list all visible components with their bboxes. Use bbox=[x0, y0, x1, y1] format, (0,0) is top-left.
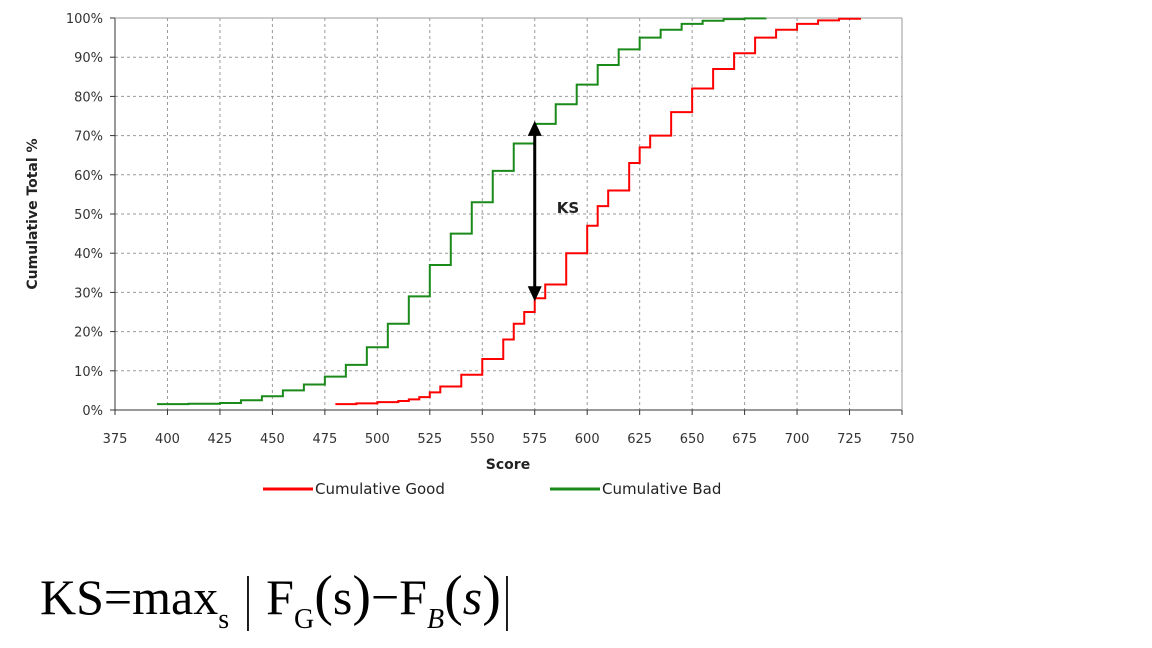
y-tick-label: 100% bbox=[66, 12, 103, 27]
grid-lines bbox=[115, 17, 902, 410]
x-tick-label: 575 bbox=[522, 432, 547, 447]
formula-equals: = bbox=[103, 569, 133, 625]
y-tick-label: 0% bbox=[82, 404, 103, 419]
formula-rparen-1: ) bbox=[352, 565, 371, 627]
x-tick-label: 625 bbox=[627, 432, 652, 447]
formula-fg: F bbox=[266, 569, 294, 625]
formula-lparen-1: ( bbox=[314, 565, 333, 627]
formula-arg-1: s bbox=[332, 569, 353, 625]
y-tick-label: 10% bbox=[74, 365, 103, 380]
y-axis-ticks: 0% 10% 20% 30% 40% 50% 60% 70% 80% 90% 100% bbox=[66, 12, 115, 419]
ks-annotation: KS bbox=[527, 120, 579, 302]
x-tick-label: 550 bbox=[470, 432, 495, 447]
x-tick-label: 600 bbox=[575, 432, 600, 447]
x-tick-label: 475 bbox=[312, 432, 337, 447]
series-line-bad bbox=[156, 17, 767, 406]
legend-label-bad: Cumulative Bad bbox=[602, 480, 721, 498]
x-tick-label: 650 bbox=[680, 432, 705, 447]
x-tick-label: 675 bbox=[732, 432, 757, 447]
legend-label-good: Cumulative Good bbox=[315, 480, 445, 498]
formula-fb: F bbox=[399, 569, 427, 625]
formula-fg-subscript: G bbox=[293, 604, 315, 635]
formula-minus: − bbox=[370, 569, 400, 625]
x-tick-label: 425 bbox=[208, 432, 233, 447]
formula-abs-left: | bbox=[244, 565, 252, 631]
formula-rparen-2: ) bbox=[482, 565, 501, 627]
ks-label: KS bbox=[557, 199, 579, 217]
x-tick-label: 400 bbox=[155, 432, 180, 447]
x-axis-label: Score bbox=[486, 457, 530, 473]
y-tick-label: 40% bbox=[74, 247, 103, 262]
y-tick-label: 80% bbox=[74, 90, 103, 105]
ks-arrow-head-down bbox=[527, 286, 542, 302]
series-line-good bbox=[335, 17, 862, 406]
series-lines bbox=[156, 17, 862, 406]
y-tick-label: 20% bbox=[74, 326, 103, 341]
x-tick-label: 525 bbox=[417, 432, 442, 447]
legend: Cumulative Good Cumulative Bad bbox=[263, 480, 721, 498]
y-tick-label: 70% bbox=[74, 130, 103, 145]
formula-lhs: KS bbox=[40, 569, 104, 625]
ks-arrow-head-up bbox=[527, 120, 542, 136]
formula-lparen-2: ( bbox=[444, 565, 463, 627]
y-axis-label: Cumulative Total % bbox=[25, 138, 41, 289]
x-tick-label: 750 bbox=[890, 432, 915, 447]
y-tick-label: 50% bbox=[74, 208, 103, 223]
x-tick-label: 500 bbox=[365, 432, 390, 447]
x-tick-label: 375 bbox=[103, 432, 128, 447]
x-tick-label: 725 bbox=[837, 432, 862, 447]
ks-formula: KS=maxs | FG(s)−FB(s)| bbox=[40, 568, 513, 634]
formula-abs-right: | bbox=[503, 565, 511, 631]
y-tick-label: 90% bbox=[74, 51, 103, 66]
x-tick-label: 450 bbox=[260, 432, 285, 447]
formula-fb-subscript: B bbox=[426, 604, 445, 635]
y-tick-label: 60% bbox=[74, 169, 103, 184]
y-tick-label: 30% bbox=[74, 286, 103, 301]
formula-arg-2: s bbox=[462, 569, 483, 625]
formula-max-subscript: s bbox=[218, 604, 230, 635]
ks-chart: 0% 10% 20% 30% 40% 50% 60% 70% 80% 90% 100% 375 400… bbox=[25, 12, 915, 498]
x-tick-label: 700 bbox=[785, 432, 810, 447]
formula-max: max bbox=[132, 569, 219, 625]
x-axis-ticks: 375 400 425 450 475 500 525 550 575 600 625 650 675 7… bbox=[103, 410, 915, 447]
